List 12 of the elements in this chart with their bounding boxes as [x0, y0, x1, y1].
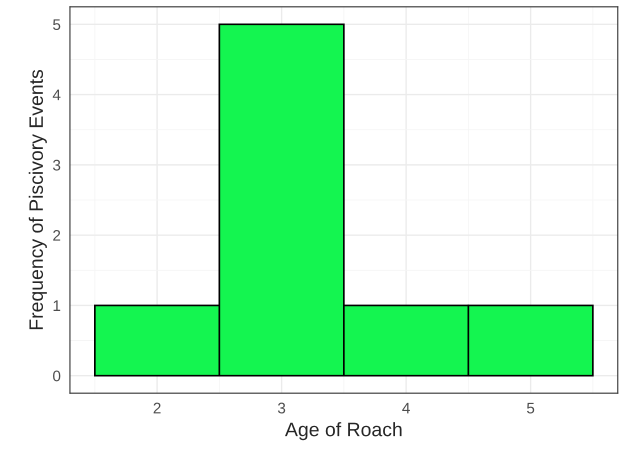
y-tick-label: 5 — [53, 19, 60, 30]
y-tick-label: 3 — [53, 160, 60, 171]
y-tick-label: 1 — [54, 300, 60, 311]
y-tick-label: 4 — [52, 90, 60, 100]
x-tick-label: 5 — [526, 402, 534, 414]
y-tick-label: 0 — [53, 370, 60, 382]
x-tick-label: 3 — [278, 402, 286, 414]
y-tick-label: 2 — [53, 230, 60, 241]
x-axis-title: Age of Roach — [284, 422, 402, 440]
y-axis-title: Frequency of Piscivory Events — [28, 70, 47, 330]
x-tick-label: 4 — [402, 402, 410, 414]
x-tick-label: 2 — [154, 402, 161, 414]
